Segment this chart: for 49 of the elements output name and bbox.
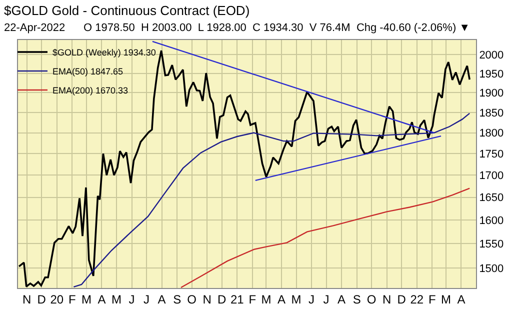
y-tick-label: 1900 [479, 88, 504, 100]
y-tick-label: 2000 [479, 50, 504, 62]
x-tick-label: 21 [230, 292, 244, 306]
legend-label: $GOLD (Weekly) 1934.30 [52, 48, 156, 58]
x-tick-label: F [428, 292, 436, 306]
y-tick-label: 1950 [479, 68, 504, 80]
y-tick-label: 1650 [479, 192, 504, 204]
y-tick-label: 1500 [479, 262, 504, 275]
y-tick-label: 1700 [479, 170, 504, 182]
x-tick-label: 22 [410, 292, 424, 306]
x-tick-label: F [68, 292, 76, 306]
x-tick-label: A [277, 292, 286, 306]
x-tick-label: D [218, 292, 227, 306]
x-tick-label: M [111, 292, 122, 306]
x-tick-label: A [457, 292, 466, 306]
legend-label: EMA(50) 1847.65 [52, 66, 124, 77]
x-tick-label: J [308, 292, 315, 306]
y-tick-label: 1850 [479, 107, 504, 120]
y-tick-label: 1550 [479, 238, 504, 250]
x-tick-label: S [173, 292, 182, 306]
x-tick-label: M [291, 292, 302, 306]
x-tick-label: M [440, 292, 451, 306]
x-tick-label: O [366, 292, 376, 306]
x-tick-label: N [22, 292, 32, 306]
line-series [73, 112, 470, 288]
line-series [180, 188, 470, 288]
x-tick-label: 20 [50, 292, 64, 306]
y-tick-label: 1750 [479, 148, 504, 161]
x-tick-label: A [98, 292, 106, 306]
x-tick-label: M [81, 292, 92, 306]
chart-subtitle: 22-Apr-2022 O 1978.50 H 2003.00 L 1928.00 C 1934.30 V 76.4M Chg -40.60 (-2.06%) ▼ [4, 22, 470, 34]
y-tick-label: 1800 [479, 128, 504, 140]
x-tick-label: F [248, 292, 256, 306]
x-tick-label: S [352, 292, 361, 306]
x-tick-label: D [397, 292, 406, 306]
x-tick-label: D [37, 292, 46, 306]
line-series [18, 50, 470, 288]
x-tick-label: A [338, 292, 346, 306]
x-tick-label: J [323, 292, 330, 306]
x-tick-label: N [382, 292, 392, 306]
x-tick-label: J [128, 292, 135, 306]
legend-label: EMA(200) 1670.33 [52, 86, 128, 96]
chart-title: $GOLD Gold - Continuous Contract (EOD) [4, 3, 250, 18]
x-tick-label: A [158, 292, 166, 306]
x-tick-label: J [144, 292, 150, 306]
x-tick-label: O [187, 292, 197, 306]
x-tick-label: M [261, 292, 272, 306]
x-tick-label: N [202, 292, 212, 306]
y-tick-label: 1600 [479, 214, 504, 227]
